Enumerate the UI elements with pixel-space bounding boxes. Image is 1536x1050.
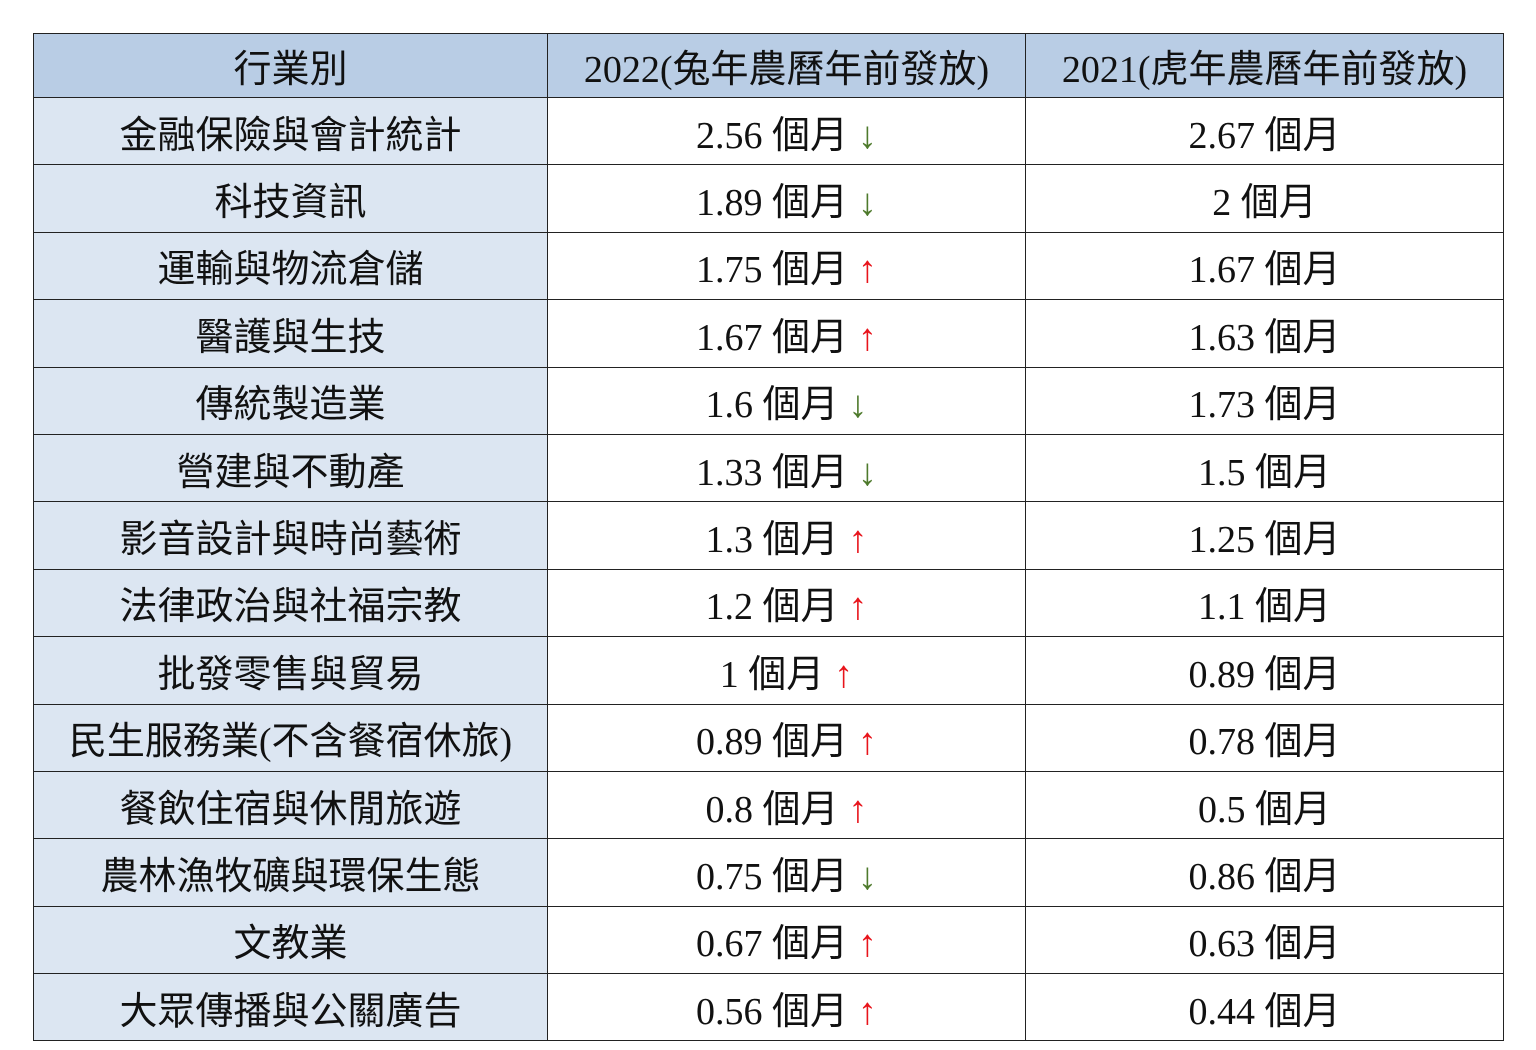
table-row: 醫護與生技 1.67 個月 ↑ 1.63 個月 <box>33 299 1504 368</box>
table-row: 影音設計與時尚藝術 1.3 個月 ↑ 1.25 個月 <box>33 501 1504 570</box>
value-2022: 1 個月 <box>719 653 825 696</box>
table-row: 文教業 0.67 個月 ↑ 0.63 個月 <box>33 905 1504 975</box>
value-2022: 1.2 個月 <box>705 586 839 629</box>
trend-arrow: ↑ <box>858 721 877 764</box>
value-2022: 2.56 個月 <box>695 114 848 157</box>
table-row: 法律政治與社福宗教 1.2 個月 ↑ 1.1 個月 <box>33 568 1504 638</box>
value-2022-cell: 0.75 個月 ↓ <box>547 838 1026 907</box>
table-row: 科技資訊 1.89 個月 ↓ 2 個月 <box>33 164 1504 233</box>
table-row: 營建與不動產 1.33 個月 ↓ 1.5 個月 <box>33 433 1504 503</box>
industry-cell: 法律政治與社福宗教 <box>33 568 548 638</box>
header-row: 行業別 2022(兔年農曆年前發放) 2021(虎年農曆年前發放) <box>33 33 1504 98</box>
value-2022-cell: 1 個月 ↑ <box>547 636 1026 705</box>
industry-cell: 批發零售與貿易 <box>33 636 548 705</box>
value-2022: 1.6 個月 <box>705 384 839 427</box>
trend-arrow: ↑ <box>858 316 877 359</box>
value-2022-cell: 0.67 個月 ↑ <box>547 905 1026 975</box>
value-2022-cell: 1.2 個月 ↑ <box>547 568 1026 638</box>
value-2021-cell: 0.86 個月 <box>1025 838 1504 907</box>
value-2022-cell: 0.8 個月 ↑ <box>547 770 1026 840</box>
value-2021-cell: 1.25 個月 <box>1025 501 1504 570</box>
industry-cell: 農林漁牧礦與環保生態 <box>33 838 548 907</box>
value-2021-cell: 0.89 個月 <box>1025 636 1504 705</box>
value-2021-cell: 2 個月 <box>1025 164 1504 233</box>
table-row: 大眾傳播與公關廣告 0.56 個月 ↑ 0.44 個月 <box>33 973 1504 1042</box>
industry-cell: 餐飲住宿與休閒旅遊 <box>33 770 548 840</box>
value-2021-cell: 0.5 個月 <box>1025 770 1504 840</box>
trend-arrow: ↑ <box>848 788 868 831</box>
industry-cell: 運輸與物流倉儲 <box>33 231 548 301</box>
trend-arrow: ↓ <box>858 114 877 157</box>
value-2022: 0.67 個月 <box>695 923 848 966</box>
value-2022-cell: 1.75 個月 ↑ <box>547 231 1026 301</box>
table-container: 行業別 2022(兔年農曆年前發放) 2021(虎年農曆年前發放) 金融保險與會計統… <box>33 33 1504 1042</box>
value-2021-cell: 1.73 個月 <box>1025 366 1504 435</box>
trend-arrow: ↑ <box>834 653 854 696</box>
value-2022: 0.89 個月 <box>695 721 848 764</box>
value-2022: 0.8 個月 <box>705 788 839 831</box>
value-2022-cell: 2.56 個月 ↓ <box>547 96 1026 166</box>
table-row: 餐飲住宿與休閒旅遊 0.8 個月 ↑ 0.5 個月 <box>33 770 1504 840</box>
value-2022-cell: 1.6 個月 ↓ <box>547 366 1026 435</box>
industry-cell: 醫護與生技 <box>33 299 548 368</box>
value-2021-cell: 0.44 個月 <box>1025 973 1504 1042</box>
table-row: 運輸與物流倉儲 1.75 個月 ↑ 1.67 個月 <box>33 231 1504 301</box>
header-cell: 2021(虎年農曆年前發放) <box>1025 33 1504 98</box>
value-2021-cell: 0.78 個月 <box>1025 703 1504 772</box>
value-2022: 0.75 個月 <box>695 855 848 898</box>
industry-cell: 科技資訊 <box>33 164 548 233</box>
trend-arrow: ↓ <box>858 451 877 494</box>
value-2022-cell: 1.67 個月 ↑ <box>547 299 1026 368</box>
trend-arrow: ↑ <box>858 249 877 292</box>
trend-arrow: ↑ <box>848 519 868 562</box>
bonus-table: 行業別 2022(兔年農曆年前發放) 2021(虎年農曆年前發放) 金融保險與會計統… <box>33 33 1504 1042</box>
industry-cell: 大眾傳播與公關廣告 <box>33 973 548 1042</box>
value-2022-cell: 1.33 個月 ↓ <box>547 433 1026 503</box>
value-2022: 1.75 個月 <box>695 249 848 292</box>
industry-cell: 傳統製造業 <box>33 366 548 435</box>
trend-arrow: ↑ <box>858 990 877 1033</box>
value-2021-cell: 1.5 個月 <box>1025 433 1504 503</box>
value-2022: 1.89 個月 <box>695 182 848 225</box>
value-2022-cell: 0.89 個月 ↑ <box>547 703 1026 772</box>
value-2021-cell: 1.1 個月 <box>1025 568 1504 638</box>
industry-cell: 文教業 <box>33 905 548 975</box>
value-2022-cell: 1.89 個月 ↓ <box>547 164 1026 233</box>
header-cell: 行業別 <box>33 33 548 98</box>
industry-cell: 金融保險與會計統計 <box>33 96 548 166</box>
value-2022-cell: 1.3 個月 ↑ <box>547 501 1026 570</box>
value-2021-cell: 1.67 個月 <box>1025 231 1504 301</box>
industry-cell: 營建與不動產 <box>33 433 548 503</box>
value-2022: 1.3 個月 <box>705 519 839 562</box>
trend-arrow: ↓ <box>858 182 877 225</box>
trend-arrow: ↑ <box>848 586 868 629</box>
table-row: 農林漁牧礦與環保生態 0.75 個月 ↓ 0.86 個月 <box>33 838 1504 907</box>
trend-arrow: ↓ <box>858 855 877 898</box>
industry-cell: 影音設計與時尚藝術 <box>33 501 548 570</box>
value-2022: 1.33 個月 <box>695 451 848 494</box>
value-2022-cell: 0.56 個月 ↑ <box>547 973 1026 1042</box>
trend-arrow: ↓ <box>848 384 868 427</box>
industry-cell: 民生服務業(不含餐宿休旅) <box>33 703 548 772</box>
header-cell: 2022(兔年農曆年前發放) <box>547 33 1026 98</box>
value-2021-cell: 1.63 個月 <box>1025 299 1504 368</box>
table-row: 民生服務業(不含餐宿休旅) 0.89 個月 ↑ 0.78 個月 <box>33 703 1504 772</box>
value-2022: 1.67 個月 <box>695 316 848 359</box>
value-2021-cell: 0.63 個月 <box>1025 905 1504 975</box>
value-2022: 0.56 個月 <box>695 990 848 1033</box>
table-row: 批發零售與貿易 1 個月 ↑ 0.89 個月 <box>33 636 1504 705</box>
value-2021-cell: 2.67 個月 <box>1025 96 1504 166</box>
trend-arrow: ↑ <box>858 923 877 966</box>
table-row: 傳統製造業 1.6 個月 ↓ 1.73 個月 <box>33 366 1504 435</box>
table-row: 金融保險與會計統計 2.56 個月 ↓ 2.67 個月 <box>33 96 1504 166</box>
